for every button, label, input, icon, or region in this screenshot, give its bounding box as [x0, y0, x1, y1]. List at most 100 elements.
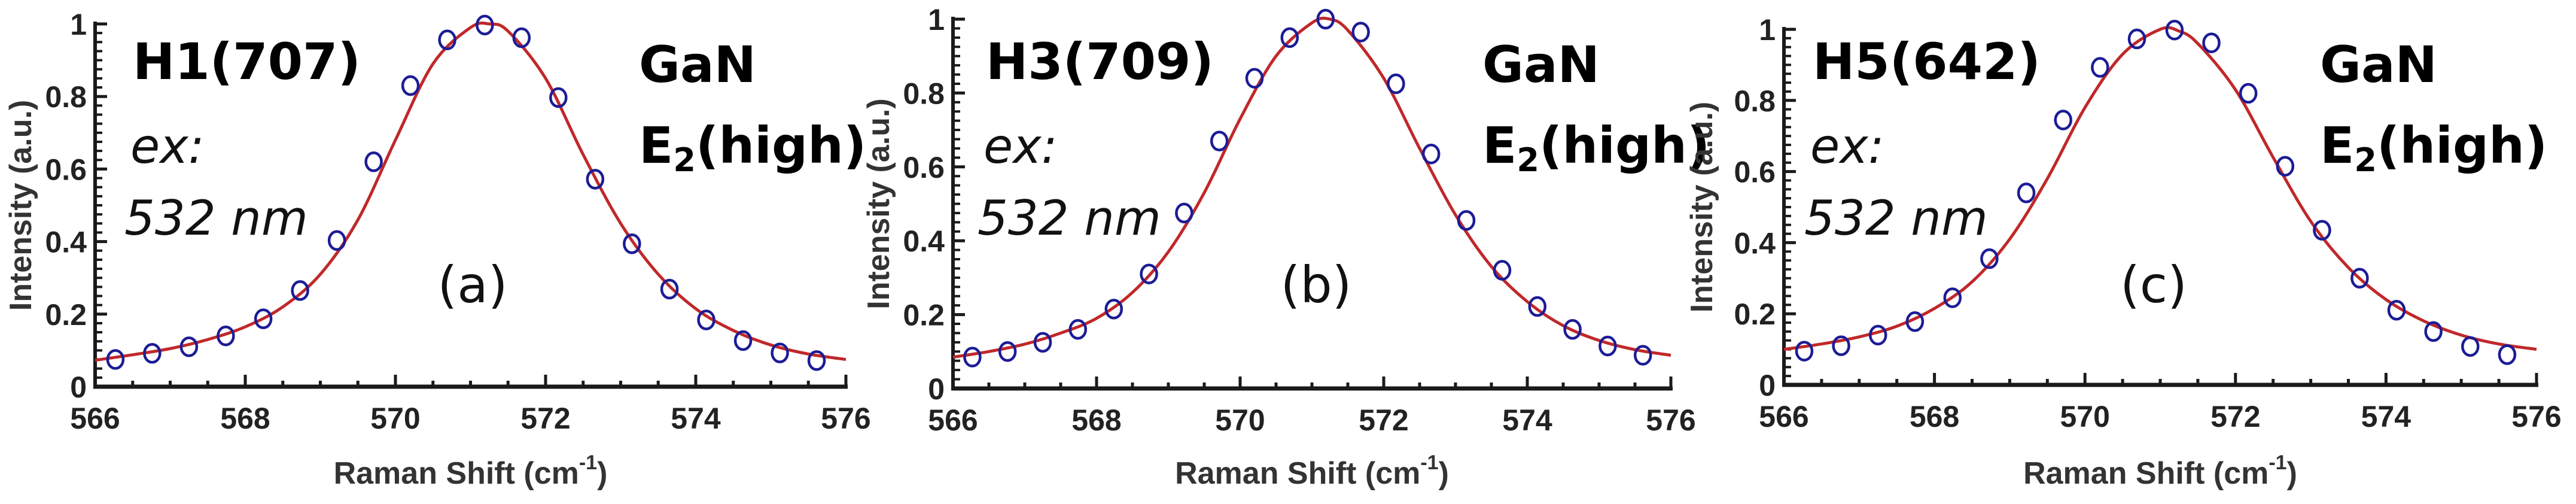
data-point: [1598, 335, 1617, 357]
y-tick-label: 0.6: [903, 151, 945, 184]
data-point: [2424, 321, 2443, 342]
data-point: [2461, 336, 2480, 357]
x-tick-label: 566: [70, 402, 120, 435]
y-tick-label: 0.8: [1734, 84, 1776, 118]
y-tick-label: 1: [928, 3, 945, 37]
x-axis-title: Raman Shift (cm-1): [334, 451, 608, 491]
data-point: [623, 233, 641, 254]
data-point: [401, 75, 420, 96]
data-point: [1493, 260, 1512, 281]
x-tick-label: 570: [1215, 403, 1265, 437]
data-point: [1943, 287, 1962, 308]
excitation-label: ex:: [130, 119, 205, 174]
data-point: [807, 350, 826, 371]
sample-label: H1(707): [133, 32, 361, 91]
data-point: [1033, 332, 1052, 353]
panel-a: 0 0.2 0.4 0.6 0.8 1 566 568 570 572 574 576 Intensit…: [4, 8, 871, 491]
fit-curve: [95, 21, 847, 362]
data-point: [1869, 324, 1887, 346]
data-point: [2091, 57, 2109, 78]
data-point: [1210, 130, 1229, 151]
data-point: [1351, 22, 1370, 42]
data-point: [2350, 268, 2369, 289]
x-tick-label: 568: [1910, 400, 1959, 433]
data-point: [364, 151, 383, 172]
data-point: [1795, 341, 1814, 362]
data-point: [512, 27, 531, 48]
material-label: GaN: [639, 35, 756, 94]
x-axis-title: Raman Shift (cm-1): [2023, 451, 2297, 491]
sample-label: H3(709): [986, 32, 1214, 91]
x-tick-label: 568: [220, 402, 270, 435]
y-tick-label: 1: [1759, 13, 1776, 47]
excitation-wavelength: 532 nm: [1804, 190, 1988, 246]
data-point: [1245, 68, 1264, 89]
y-tick-label: 0: [70, 371, 87, 404]
data-point: [771, 342, 789, 363]
x-tick-label: 568: [1071, 403, 1121, 437]
data-point: [1832, 335, 1850, 356]
x-tick-label: 566: [928, 403, 978, 437]
y-tick-label: 1: [70, 8, 87, 41]
y-axis-title: Intensity (a.u.): [4, 100, 38, 311]
y-tick-label: 0.8: [903, 77, 945, 110]
y-tick-label: 0.4: [903, 224, 945, 258]
data-point: [254, 308, 273, 329]
material-label: GaN: [1482, 35, 1600, 94]
data-point: [327, 230, 346, 251]
y-tick-label: 0: [928, 372, 945, 406]
panel-tag: (a): [437, 256, 507, 314]
data-point: [143, 342, 162, 364]
y-tick-label: 0.4: [45, 226, 87, 259]
data-point: [697, 309, 715, 330]
y-axis-title: Intensity (a.u.): [1685, 102, 1719, 312]
panel-c: 0 0.2 0.4 0.6 0.8 1 566 568 570 572 574 576 Intensit…: [1685, 13, 2562, 491]
data-point: [1980, 248, 1999, 269]
data-point: [549, 87, 568, 108]
x-tick-label: 574: [1502, 403, 1552, 437]
excitation-wavelength: 532 nm: [124, 190, 308, 246]
phonon-mode-label: E2(high): [1482, 116, 1710, 179]
data-point: [1316, 8, 1335, 30]
data-point: [2313, 220, 2331, 241]
y-tick-label: 0.6: [1734, 156, 1776, 189]
data-point: [1280, 27, 1299, 48]
data-point: [1457, 210, 1476, 231]
x-tick-label: 574: [671, 402, 721, 435]
y-axis-title: Intensity (a.u.): [861, 98, 896, 309]
y-tick-label: 0: [1759, 369, 1776, 402]
data-point: [217, 325, 235, 347]
fit-curve: [952, 16, 1671, 359]
data-point: [586, 169, 605, 190]
excitation-label: ex:: [983, 119, 1058, 174]
data-point: [2239, 83, 2258, 104]
panel-tag: (c): [2120, 256, 2187, 314]
x-tick-label: 574: [2361, 400, 2411, 433]
data-point: [660, 278, 679, 300]
data-point: [2165, 19, 2184, 41]
data-point: [2387, 300, 2406, 321]
panel-b: 0 0.2 0.4 0.6 0.8 1 566 568 570 572 574 576 Intensit…: [861, 3, 1710, 491]
x-tick-label: 576: [2511, 400, 2561, 433]
data-point: [998, 341, 1017, 362]
excitation-label: ex:: [1810, 119, 1884, 174]
x-tick-label: 572: [520, 402, 570, 435]
data-point: [1528, 296, 1547, 317]
data-point: [438, 29, 456, 50]
data-point: [1175, 202, 1193, 224]
data-point: [1563, 319, 1582, 340]
y-tick-label: 0.6: [45, 153, 87, 186]
x-axis-title: Raman Shift (cm-1): [1175, 451, 1449, 491]
x-tick-label: 572: [1359, 403, 1408, 437]
phonon-mode-label: E2(high): [639, 116, 866, 179]
x-tick-label: 570: [370, 402, 420, 435]
sample-label: H5(642): [1813, 32, 2041, 91]
data-point: [291, 280, 309, 301]
phonon-mode-label: E2(high): [2320, 116, 2547, 179]
x-tick-label: 572: [2210, 400, 2260, 433]
y-tick-label: 0.2: [1734, 297, 1776, 331]
x-tick-label: 576: [1646, 403, 1695, 437]
data-point: [1421, 143, 1441, 165]
